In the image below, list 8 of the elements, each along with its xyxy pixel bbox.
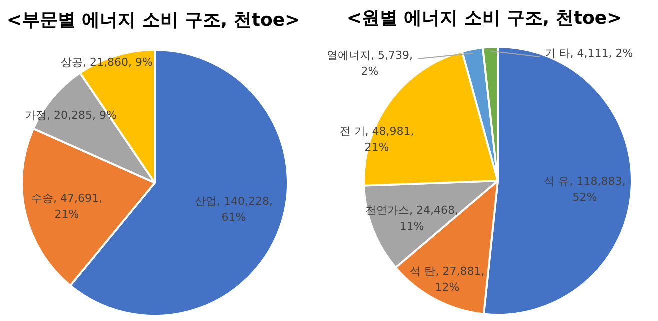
slice-label: 산업, 140,228, 61% xyxy=(195,194,273,224)
chart-title: <원별 에너지 소비 구조, 천toe> xyxy=(346,8,624,30)
slice-label: 석 유, 118,883, 52% xyxy=(544,174,626,204)
slice-label: 석 탄, 27,881, 12% xyxy=(410,264,485,294)
slice-label: 수송, 47,691, 21% xyxy=(31,192,102,221)
slice-label: 열에너지, 5,739, 2% xyxy=(327,48,414,78)
chart-title: <부문별 에너지 소비 구조, 천toe> xyxy=(6,10,302,32)
slice-label: 기 타, 4,111, 2% xyxy=(544,46,634,60)
